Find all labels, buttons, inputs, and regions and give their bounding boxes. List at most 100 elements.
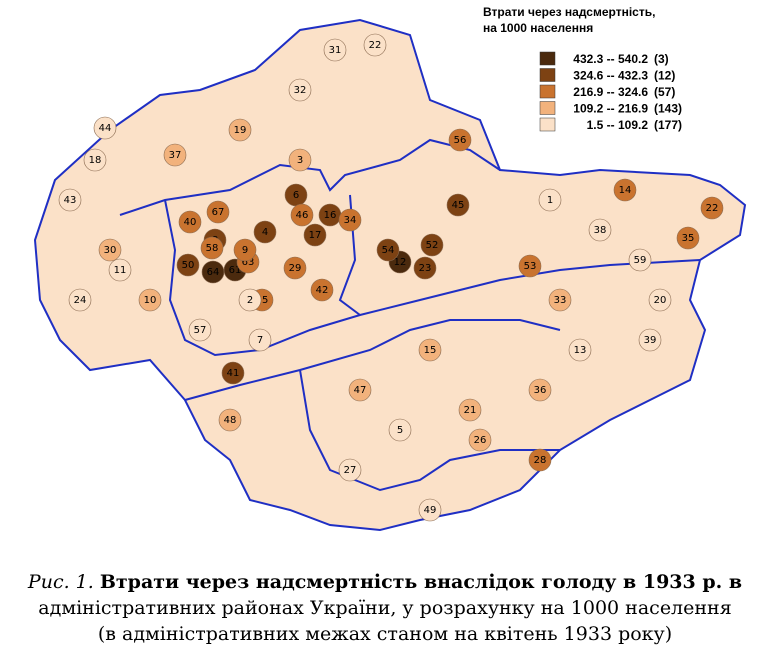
district-label: 11	[114, 265, 127, 276]
district-label: 52	[426, 240, 439, 251]
district-label: 48	[224, 415, 237, 426]
district-label: 19	[234, 125, 247, 136]
district-area	[310, 278, 334, 302]
district-label: 1	[547, 195, 553, 206]
district-area	[290, 203, 314, 227]
district-area	[303, 223, 327, 247]
region-border	[119, 138, 501, 216]
district-area	[228, 118, 252, 142]
district-area	[248, 328, 272, 352]
district-area	[458, 398, 482, 422]
district-area	[221, 361, 245, 385]
district-label: 43	[64, 195, 77, 206]
district-label: 27	[344, 465, 357, 476]
legend-swatch	[539, 51, 556, 66]
district-label: 39	[644, 335, 657, 346]
district-label: 45	[452, 200, 465, 211]
district-area	[323, 38, 347, 62]
district-label: 26	[474, 435, 487, 446]
district-label: 47	[354, 385, 367, 396]
legend-range: 216.9 -- 324.6	[573, 85, 648, 99]
legend-count: (143)	[654, 102, 682, 116]
district-area	[363, 33, 387, 57]
district-area	[538, 188, 562, 212]
legend: Втрати через надсмертність, на 1000 насе…	[483, 5, 682, 132]
district-label: 40	[184, 217, 197, 228]
district-label: 57	[194, 325, 207, 336]
legend-swatch	[539, 84, 556, 99]
district-label: 64	[207, 267, 220, 278]
district-label: 67	[212, 207, 225, 218]
district-label: 2	[247, 295, 253, 306]
district-label: 10	[144, 295, 157, 306]
caption-line: адміністративних районах України, у розр…	[38, 597, 731, 619]
district-area	[588, 218, 612, 242]
district-label: 22	[369, 40, 382, 51]
district-label: 17	[309, 230, 322, 241]
district-label: 56	[454, 135, 467, 146]
district-label: 31	[329, 45, 342, 56]
district-label: 38	[594, 225, 607, 236]
district-area	[676, 226, 700, 250]
legend-count: (177)	[654, 118, 682, 132]
district-area	[138, 288, 162, 312]
district-label: 59	[634, 255, 647, 266]
legend-swatch	[539, 68, 556, 82]
district-area	[93, 116, 117, 140]
district-area	[83, 148, 107, 172]
legend-count: (3)	[654, 52, 669, 66]
district-label: 30	[104, 245, 117, 256]
legend-range: 1.5 -- 109.2	[587, 118, 649, 132]
district-label: 6	[293, 190, 299, 201]
legend-range: 324.6 -- 432.3	[573, 69, 648, 83]
district-area	[206, 200, 230, 224]
legend-range: 432.3 -- 540.2	[573, 52, 648, 66]
district-area	[700, 196, 724, 220]
district-area	[468, 428, 492, 452]
caption-line: (в адміністративних межах станом на квіт…	[98, 623, 672, 645]
district-label: 23	[419, 263, 432, 274]
caption-text: Втрати через надсмертність внаслідок гол…	[100, 571, 742, 593]
legend-swatch	[539, 117, 556, 132]
district-area	[338, 458, 362, 482]
district-area	[288, 78, 312, 102]
district-area	[528, 448, 552, 472]
district-area	[238, 288, 262, 312]
ukraine-outline	[33, 18, 747, 532]
district-label: 63	[242, 257, 255, 268]
legend-swatch	[539, 101, 556, 115]
district-label: 13	[574, 345, 587, 356]
district-area	[388, 418, 412, 442]
district-label: 12	[394, 257, 407, 268]
district-label: 61	[229, 265, 242, 276]
district-label: 46	[296, 210, 309, 221]
district-label: 37	[169, 150, 182, 161]
district-label: 42	[316, 285, 329, 296]
district-area	[108, 258, 132, 282]
legend-title: Втрати через надсмертність,	[483, 5, 655, 19]
district-area	[548, 288, 572, 312]
legend-count: (57)	[654, 85, 675, 99]
district-label: 4	[262, 227, 268, 238]
district-area	[338, 208, 362, 232]
district-area	[628, 248, 652, 272]
district-area	[638, 328, 662, 352]
district-area	[418, 498, 442, 522]
legend-range: 109.2 -- 216.9	[573, 102, 648, 116]
region-border	[299, 369, 560, 492]
district-label: 33	[554, 295, 567, 306]
district-area	[288, 148, 312, 172]
district-label: 35	[682, 233, 695, 244]
district-label: 53	[524, 261, 537, 272]
district-label: 32	[294, 85, 307, 96]
district-area	[163, 143, 187, 167]
district-area	[218, 408, 242, 432]
district-label: 54	[382, 245, 395, 256]
district-label: 29	[289, 263, 302, 274]
district-area	[233, 238, 257, 262]
caption-line: Рис. 1. Втрати через надсмертність внасл…	[27, 571, 742, 593]
district-area	[348, 378, 372, 402]
district-label: 18	[89, 155, 102, 166]
district-label: 20	[654, 295, 667, 306]
